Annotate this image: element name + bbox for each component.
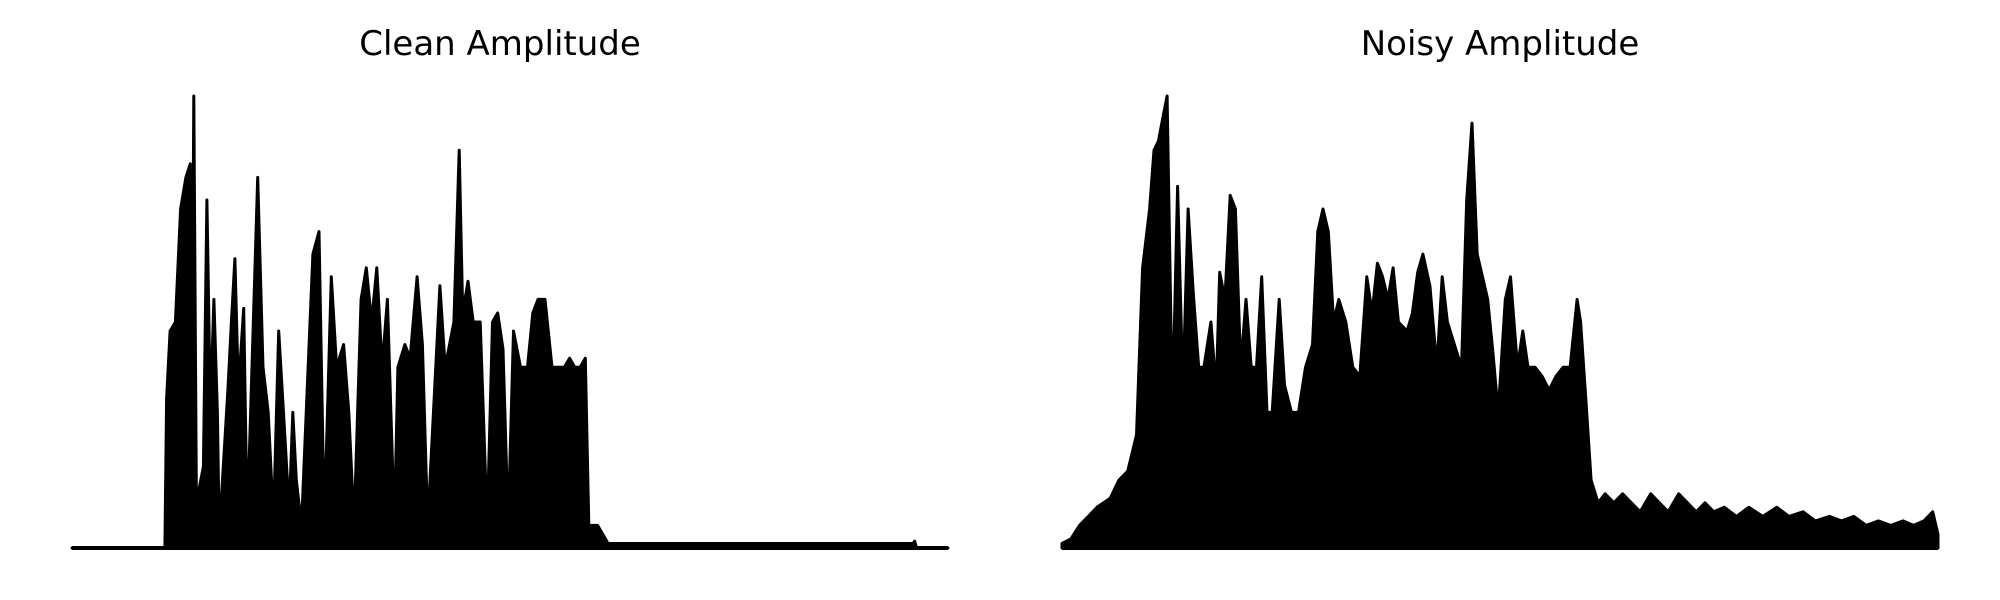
amplitude-envelope [70,94,950,550]
noisy-amplitude-plot [1060,94,1940,550]
chart-title: Noisy Amplitude [1360,24,1640,64]
noisy-amplitude-chart: Noisy Amplitude [1000,0,2000,600]
clean-amplitude-plot [70,94,950,550]
clean-amplitude-chart: Clean Amplitude [70,24,950,550]
chart-title: Clean Amplitude [359,24,641,64]
